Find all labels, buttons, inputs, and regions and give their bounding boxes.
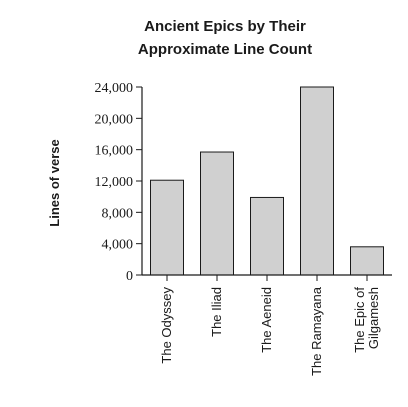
x-category-label: The Ramayana (309, 286, 324, 376)
y-tick-label: 8,000 (102, 206, 134, 221)
bar (200, 151, 234, 276)
y-axis-label: Lines of verse (47, 139, 62, 226)
y-axis-ticks: 0 4,000 8,000 12,000 16,000 20,000 24,000 (95, 81, 142, 284)
chart-title: Ancient Epics by Their Approximate Line … (138, 18, 312, 58)
chart-title-line-1: Ancient Epics by Their (144, 18, 306, 35)
y-tick-label: 24,000 (95, 81, 134, 96)
chart-title-line-2: Approximate Line Count (138, 41, 312, 58)
y-tick-label: 12,000 (95, 175, 134, 190)
bar (150, 179, 184, 276)
x-category-label: Gilgamesh (366, 287, 381, 349)
y-tick-label: 16,000 (95, 144, 134, 159)
x-category-label: The Odyssey (159, 287, 174, 364)
x-axis-categories: The Odyssey The Iliad The Aeneid The Ramaya… (159, 275, 381, 376)
bar (350, 246, 384, 276)
bar (250, 196, 284, 276)
y-tick-label: 20,000 (95, 112, 134, 127)
x-category-label: The Epic of (352, 287, 367, 353)
bar (300, 86, 334, 276)
x-category-label: The Aeneid (259, 287, 274, 353)
bars (150, 86, 384, 276)
y-tick-label: 0 (126, 269, 133, 284)
y-tick-label: 4,000 (102, 238, 134, 253)
x-category-label: The Iliad (209, 287, 224, 337)
